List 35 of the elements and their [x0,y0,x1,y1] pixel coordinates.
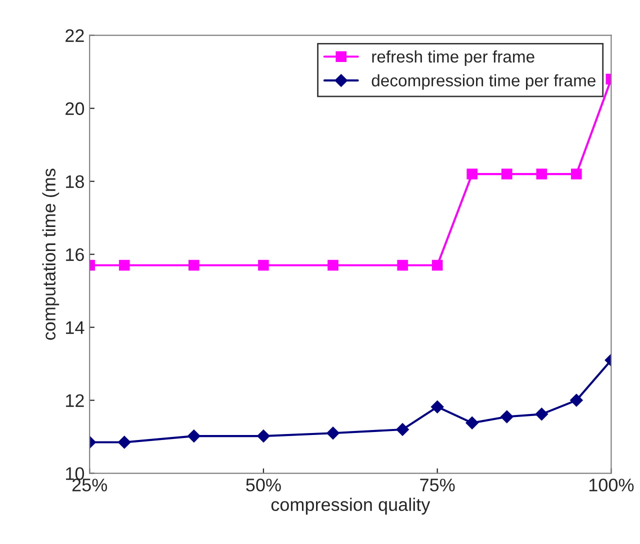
x-axis-title: compression quality [271,498,430,515]
point [118,436,131,449]
y-tick-label: 12 [66,394,84,407]
point [396,423,409,436]
point [328,260,338,271]
point [570,394,583,407]
y-axis-title: computation time (ms [42,168,60,340]
legend-label: decompression time per frame [372,74,596,90]
x-tick-label: 25% [72,478,108,492]
y-tick-label: 14 [66,321,84,334]
point [258,260,269,271]
y-tick-label: 22 [66,29,84,42]
point [397,260,408,271]
point [466,416,479,430]
point [466,168,478,180]
x-tick-label: 75% [420,478,455,492]
y-tick-label: 10 [66,467,84,480]
point [430,400,444,414]
point [535,408,548,421]
point [188,430,200,442]
point [502,168,512,180]
y-tick-label: 16 [66,248,84,262]
y-tick-label: 18 [66,175,84,188]
x-tick-label: 100% [589,478,634,492]
point [500,410,514,424]
y-tick-label: 20 [66,102,84,116]
point [257,430,270,442]
point [571,168,582,180]
point [536,168,548,180]
point [432,260,443,271]
point [118,260,130,271]
point [188,260,200,271]
legend-label: refresh time per frame [372,50,534,66]
x-tick-label: 50% [246,478,281,492]
point [326,426,340,440]
